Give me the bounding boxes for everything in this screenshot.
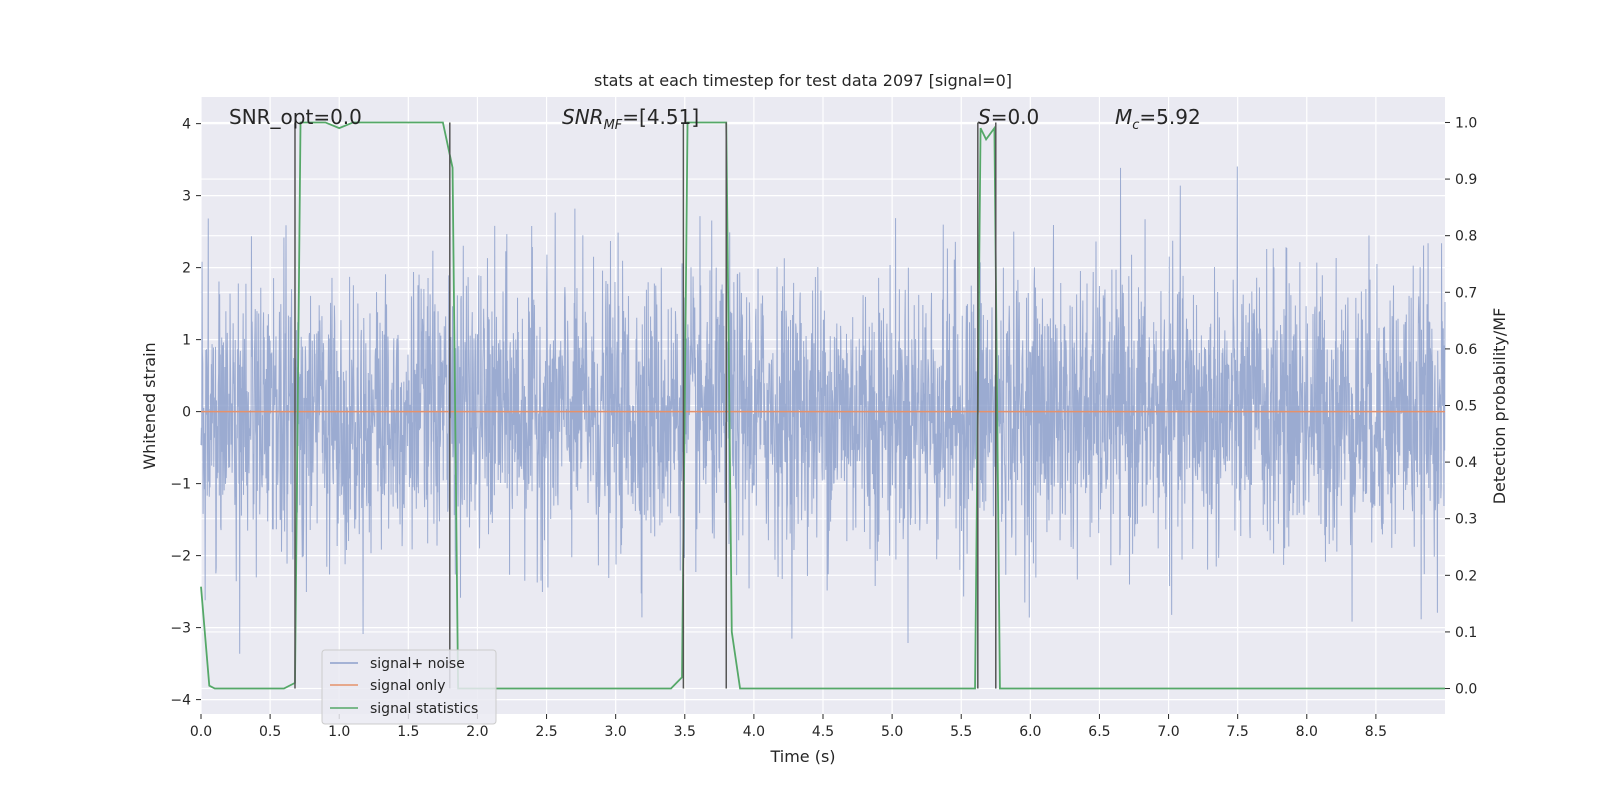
legend: signal+ noise signal only signal statist… bbox=[321, 649, 497, 725]
annotation-snr-mf-sub: MF bbox=[604, 118, 623, 133]
annotation-mc-sub: c bbox=[1132, 118, 1139, 133]
y-tick-label: −4 bbox=[170, 693, 191, 709]
annotation-mc-main: M bbox=[1115, 105, 1132, 129]
x-axis-label: Time (s) bbox=[769, 747, 835, 766]
y-tick-label: −1 bbox=[170, 477, 191, 493]
y-right-tick-label: 0.6 bbox=[1455, 342, 1477, 358]
x-tick-label: 3.5 bbox=[674, 724, 696, 740]
y-right-tick-label: 0.0 bbox=[1455, 682, 1477, 698]
x-axis-ticks: 0.0 0.5 1.0 1.5 2.0 2.5 3.0 3.5 4.0 4.5 5.0 5.5 6.0 6… bbox=[190, 714, 1387, 740]
annotation-snr-mf-value: =[4.51] bbox=[622, 105, 699, 129]
annotation-snr-mf-main: SNR bbox=[562, 105, 604, 129]
y-right-tick-label: 0.8 bbox=[1455, 229, 1477, 245]
x-tick-label: 5.0 bbox=[881, 724, 903, 740]
y-tick-label: 3 bbox=[182, 189, 191, 205]
x-tick-label: 4.0 bbox=[743, 724, 765, 740]
annotation-s-main: S bbox=[978, 105, 991, 129]
y-axis-right-ticks: 1.0 0.9 0.8 0.7 0.6 0.5 0.4 0.3 0.2 0.1 0.0 bbox=[1445, 115, 1477, 698]
y-tick-label: 2 bbox=[182, 261, 191, 277]
y-right-tick-label: 0.7 bbox=[1455, 285, 1477, 301]
y-axis-right-label: Detection probability/MF bbox=[1490, 308, 1509, 505]
y-right-tick-label: 0.4 bbox=[1455, 455, 1477, 471]
y-right-tick-label: 1.0 bbox=[1455, 115, 1477, 131]
legend-label-signal-noise: signal+ noise bbox=[370, 656, 465, 672]
x-tick-label: 6.0 bbox=[1019, 724, 1041, 740]
annotation-mc: Mc=5.92 bbox=[1115, 105, 1201, 133]
x-tick-label: 3.0 bbox=[605, 724, 627, 740]
x-tick-label: 1.0 bbox=[328, 724, 350, 740]
x-tick-label: 6.5 bbox=[1088, 724, 1110, 740]
x-tick-label: 7.0 bbox=[1157, 724, 1179, 740]
x-tick-label: 0.5 bbox=[259, 724, 281, 740]
y-right-tick-label: 0.3 bbox=[1455, 512, 1477, 528]
vertical-markers bbox=[294, 122, 997, 689]
x-tick-label: 4.5 bbox=[812, 724, 834, 740]
y-right-tick-label: 0.9 bbox=[1455, 172, 1477, 188]
x-tick-label: 0.0 bbox=[190, 724, 212, 740]
y-right-tick-label: 0.2 bbox=[1455, 568, 1477, 584]
x-tick-label: 5.5 bbox=[950, 724, 972, 740]
x-tick-label: 8.0 bbox=[1296, 724, 1318, 740]
legend-label-signal-statistics: signal statistics bbox=[370, 701, 478, 717]
y-right-tick-label: 0.1 bbox=[1455, 625, 1477, 641]
y-tick-label: 4 bbox=[182, 117, 191, 133]
y-right-tick-label: 0.5 bbox=[1455, 399, 1477, 415]
y-axis-ticks: 4 3 2 1 0 −1 −2 −3 −4 bbox=[170, 117, 201, 709]
legend-box bbox=[321, 649, 497, 725]
annotation-snr-opt: SNR_opt=0.0 bbox=[229, 105, 362, 129]
annotation-snr-mf: SNRMF=[4.51] bbox=[562, 105, 699, 133]
y-tick-label: 0 bbox=[182, 405, 191, 421]
y-axis-label: Whitened strain bbox=[140, 342, 159, 469]
x-tick-label: 7.5 bbox=[1227, 724, 1249, 740]
x-tick-label: 8.5 bbox=[1365, 724, 1387, 740]
y-tick-label: −3 bbox=[170, 621, 191, 637]
x-tick-label: 2.5 bbox=[535, 724, 557, 740]
annotation-s: S=0.0 bbox=[978, 105, 1039, 129]
legend-label-signal-only: signal only bbox=[370, 678, 445, 694]
x-tick-label: 2.0 bbox=[466, 724, 488, 740]
x-tick-label: 1.5 bbox=[397, 724, 419, 740]
chart-title: stats at each timestep for test data 209… bbox=[594, 71, 1012, 90]
y-tick-label: 1 bbox=[182, 333, 191, 349]
annotation-s-value: =0.0 bbox=[991, 105, 1040, 129]
line-signal-statistics bbox=[200, 121, 1445, 690]
annotation-mc-value: =5.92 bbox=[1139, 105, 1200, 129]
y-tick-label: −2 bbox=[170, 549, 191, 565]
series-signal-statistics bbox=[200, 121, 1445, 690]
